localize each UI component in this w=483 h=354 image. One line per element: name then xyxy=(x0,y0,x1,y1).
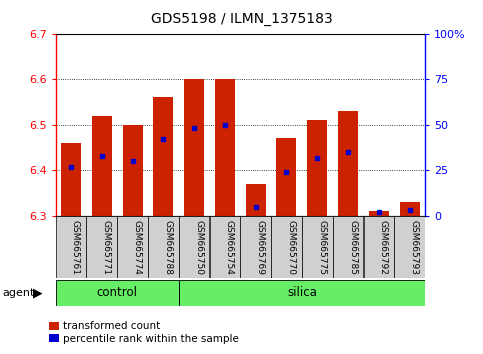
Bar xyxy=(148,216,179,278)
Bar xyxy=(246,184,266,216)
Bar xyxy=(123,125,142,216)
Bar xyxy=(271,216,302,278)
Bar xyxy=(117,216,148,278)
Bar xyxy=(215,79,235,216)
Bar xyxy=(56,280,179,306)
Bar xyxy=(338,111,358,216)
Bar xyxy=(92,116,112,216)
Text: GSM665761: GSM665761 xyxy=(71,220,80,275)
Bar xyxy=(179,216,209,278)
Text: GSM665785: GSM665785 xyxy=(348,220,357,275)
Text: GSM665774: GSM665774 xyxy=(132,220,142,275)
Bar xyxy=(302,216,332,278)
Text: agent: agent xyxy=(2,288,35,298)
Text: GSM665754: GSM665754 xyxy=(225,220,234,275)
Bar xyxy=(307,120,327,216)
Bar xyxy=(395,216,425,278)
Bar xyxy=(153,97,173,216)
Bar xyxy=(184,79,204,216)
Text: GSM665792: GSM665792 xyxy=(379,220,388,275)
Text: GSM665750: GSM665750 xyxy=(194,220,203,275)
Text: GSM665788: GSM665788 xyxy=(163,220,172,275)
Text: GSM665771: GSM665771 xyxy=(102,220,111,275)
Legend: transformed count, percentile rank within the sample: transformed count, percentile rank withi… xyxy=(49,321,239,344)
Text: GSM665769: GSM665769 xyxy=(256,220,265,275)
Bar xyxy=(210,216,240,278)
Text: GSM665793: GSM665793 xyxy=(410,220,419,275)
Bar xyxy=(333,216,363,278)
Text: ▶: ▶ xyxy=(33,286,43,299)
Text: GSM665770: GSM665770 xyxy=(286,220,296,275)
Bar xyxy=(86,216,117,278)
Bar xyxy=(276,138,297,216)
Text: silica: silica xyxy=(287,286,317,299)
Text: GDS5198 / ILMN_1375183: GDS5198 / ILMN_1375183 xyxy=(151,12,332,27)
Bar xyxy=(399,202,420,216)
Bar xyxy=(241,216,271,278)
Text: GSM665775: GSM665775 xyxy=(317,220,327,275)
Text: control: control xyxy=(97,286,138,299)
Bar xyxy=(369,211,389,216)
Bar xyxy=(179,280,425,306)
Bar xyxy=(364,216,394,278)
Bar xyxy=(56,216,86,278)
Bar xyxy=(61,143,81,216)
